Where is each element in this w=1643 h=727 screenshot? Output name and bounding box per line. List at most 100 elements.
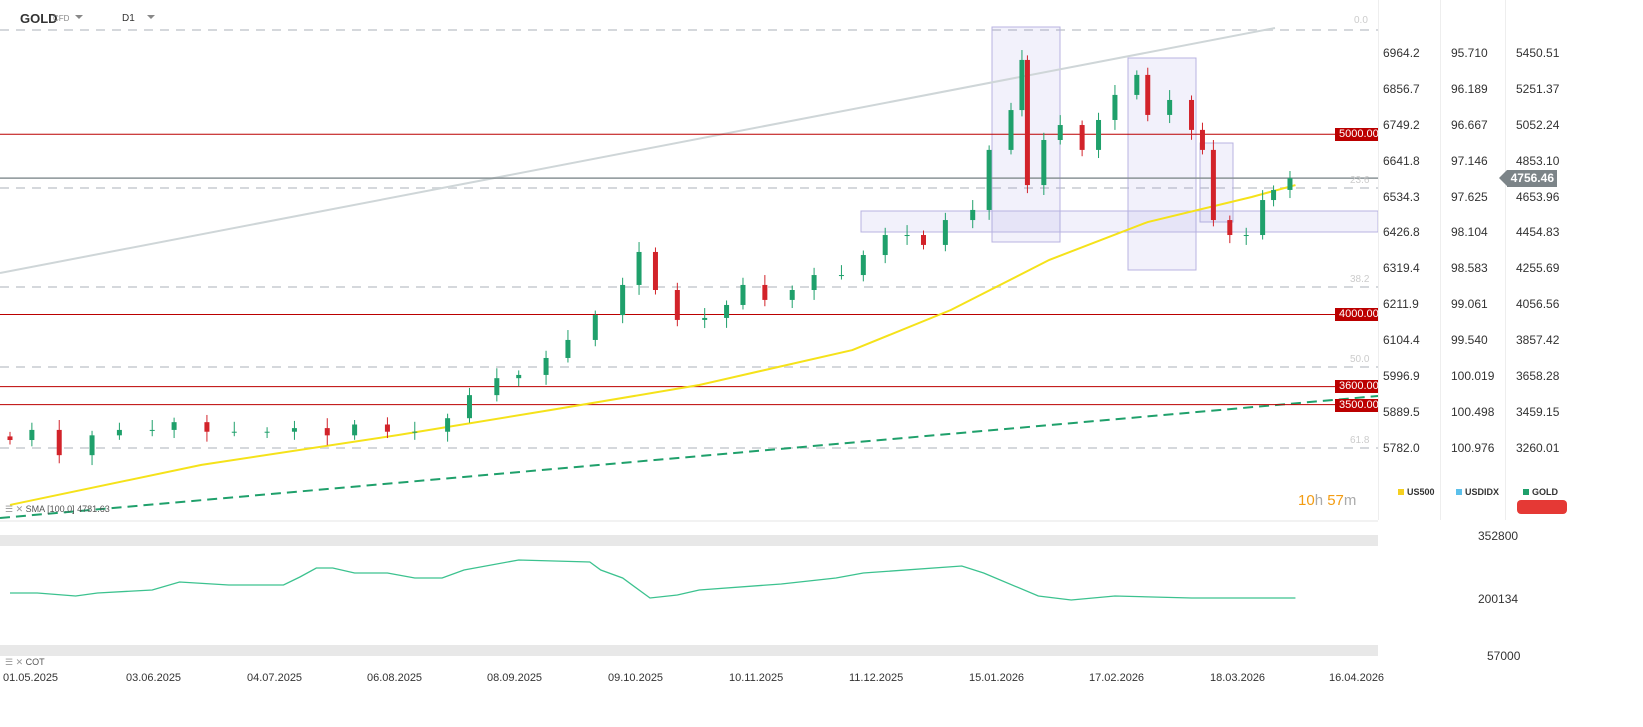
candle-body bbox=[620, 284, 626, 316]
axis-label: 5450.51 bbox=[1516, 46, 1560, 60]
timeframe-dropdown-icon[interactable] bbox=[147, 15, 155, 19]
candle-body bbox=[264, 431, 270, 433]
candle-body bbox=[1271, 189, 1277, 201]
axis-label: 6534.3 bbox=[1383, 190, 1420, 204]
candle-body bbox=[171, 422, 177, 430]
axis-label: 6319.4 bbox=[1383, 261, 1420, 275]
legend-usdidx[interactable]: USDIDX bbox=[1456, 487, 1499, 497]
timeframe-select[interactable]: D1 bbox=[122, 13, 135, 24]
candle-body bbox=[592, 315, 598, 340]
price-chart[interactable] bbox=[0, 0, 1378, 520]
legend-gold[interactable]: GOLD bbox=[1523, 487, 1558, 497]
date-label: 06.08.2025 bbox=[367, 672, 423, 684]
axis-label: 99.540 bbox=[1451, 333, 1488, 347]
cot-band-bottom bbox=[0, 645, 1378, 656]
symbol-dropdown-icon[interactable] bbox=[75, 15, 83, 19]
date-label: 16.04.2026 bbox=[1329, 672, 1385, 684]
candle-body bbox=[1041, 139, 1047, 186]
candle-body bbox=[543, 357, 549, 375]
fib-label: 61.8 bbox=[1350, 435, 1370, 446]
legend-swatch bbox=[1456, 489, 1462, 495]
candle-body bbox=[740, 284, 746, 305]
legend-swatch bbox=[1523, 489, 1529, 495]
date-label: 09.10.2025 bbox=[608, 672, 664, 684]
candle-body bbox=[494, 378, 500, 396]
axis-label: 6426.8 bbox=[1383, 225, 1420, 239]
candle-body bbox=[904, 235, 910, 237]
sma-indicator-label[interactable]: ☰ ✕ SMA [100,0] 4781.63 bbox=[5, 504, 110, 514]
axis-label: 6641.8 bbox=[1383, 154, 1420, 168]
axis-label: 100.019 bbox=[1451, 369, 1495, 383]
candle-body bbox=[466, 395, 472, 419]
zone-rectangle bbox=[1199, 142, 1234, 223]
candle-body bbox=[1112, 94, 1118, 120]
candle-body bbox=[636, 251, 642, 285]
candle-body bbox=[882, 235, 888, 256]
fib-label: 38.2 bbox=[1350, 274, 1370, 285]
menu-icon: ☰ ✕ bbox=[5, 504, 24, 514]
candle-body bbox=[1189, 99, 1195, 130]
current-price-tag: 4756.46 bbox=[1499, 170, 1557, 187]
candle-body bbox=[231, 431, 237, 433]
date-label: 17.02.2026 bbox=[1089, 672, 1145, 684]
axis-label: 5782.0 bbox=[1383, 441, 1420, 455]
candle-body bbox=[384, 424, 390, 432]
candle-body bbox=[412, 431, 418, 433]
candle-body bbox=[702, 317, 708, 320]
legend-us500[interactable]: US500 bbox=[1398, 487, 1435, 497]
axis-label: 6964.2 bbox=[1383, 46, 1420, 60]
price-level-3500[interactable]: 3500.00 bbox=[1335, 399, 1378, 412]
candle-body bbox=[920, 235, 926, 245]
session-timer: 10h 57m bbox=[1298, 492, 1357, 509]
candle-body bbox=[1243, 235, 1249, 237]
axis-label: 96.667 bbox=[1451, 118, 1488, 132]
candle-body bbox=[7, 436, 13, 441]
zone-rectangle bbox=[860, 210, 1378, 233]
candle-body bbox=[445, 418, 451, 432]
fib-label: 50.0 bbox=[1350, 354, 1370, 365]
axis-label: 3658.28 bbox=[1516, 369, 1560, 383]
axis-label: 98.583 bbox=[1451, 261, 1488, 275]
cot-axis-label: 352800 bbox=[1478, 529, 1519, 543]
trendline bbox=[0, 27, 1276, 274]
axis-label: 100.976 bbox=[1451, 441, 1495, 455]
candle-body bbox=[516, 374, 522, 379]
date-label: 15.01.2026 bbox=[969, 672, 1025, 684]
fib-label: 0.0 bbox=[1354, 15, 1368, 26]
candle-body bbox=[1024, 59, 1030, 186]
usdidx-axis[interactable]: 95.710 96.189 96.667 97.146 97.625 98.104 98.5… bbox=[1440, 0, 1505, 520]
candle-body bbox=[1134, 74, 1140, 95]
candle-body bbox=[204, 422, 210, 432]
candle-body bbox=[56, 429, 62, 456]
candle-body bbox=[324, 428, 330, 436]
candle-body bbox=[970, 209, 976, 221]
price-level-3600[interactable]: 3600.00 bbox=[1335, 380, 1378, 393]
legend-label: GOLD bbox=[1532, 487, 1558, 497]
price-level-5000[interactable]: 5000.00 bbox=[1335, 128, 1378, 141]
legend-label: US500 bbox=[1407, 487, 1435, 497]
axis-label: 6104.4 bbox=[1383, 333, 1420, 347]
trendline-dashed bbox=[0, 395, 1378, 519]
candle-body bbox=[29, 429, 35, 441]
trade-button[interactable] bbox=[1517, 500, 1567, 514]
candle-body bbox=[789, 290, 795, 300]
date-label: 11.12.2025 bbox=[849, 672, 904, 684]
cot-indicator-label[interactable]: ☰ ✕ COT bbox=[5, 657, 45, 667]
axis-label: 6856.7 bbox=[1383, 82, 1420, 96]
candle-body bbox=[1199, 129, 1205, 150]
symbol-name[interactable]: GOLD bbox=[20, 11, 58, 26]
candle-body bbox=[1260, 200, 1266, 236]
gold-axis[interactable]: 5450.51 5251.37 5052.24 4853.10 4653.96 4454.… bbox=[1505, 0, 1643, 520]
menu-icon: ☰ ✕ bbox=[5, 657, 24, 667]
candle-body bbox=[1287, 178, 1293, 190]
cot-band-top bbox=[0, 535, 1378, 546]
axis-label: 97.146 bbox=[1451, 154, 1488, 168]
axis-label: 6211.9 bbox=[1383, 297, 1419, 311]
candle-body bbox=[1210, 149, 1216, 221]
candle-body bbox=[1227, 220, 1233, 236]
cot-axis-label: 57000 bbox=[1487, 649, 1521, 663]
us500-axis[interactable]: 6964.2 6856.7 6749.2 6641.8 6534.3 6426.8 6319… bbox=[1378, 0, 1440, 520]
date-label: 04.07.2025 bbox=[247, 672, 303, 684]
candle-body bbox=[1145, 74, 1151, 115]
price-level-4000[interactable]: 4000.00 bbox=[1335, 308, 1378, 321]
